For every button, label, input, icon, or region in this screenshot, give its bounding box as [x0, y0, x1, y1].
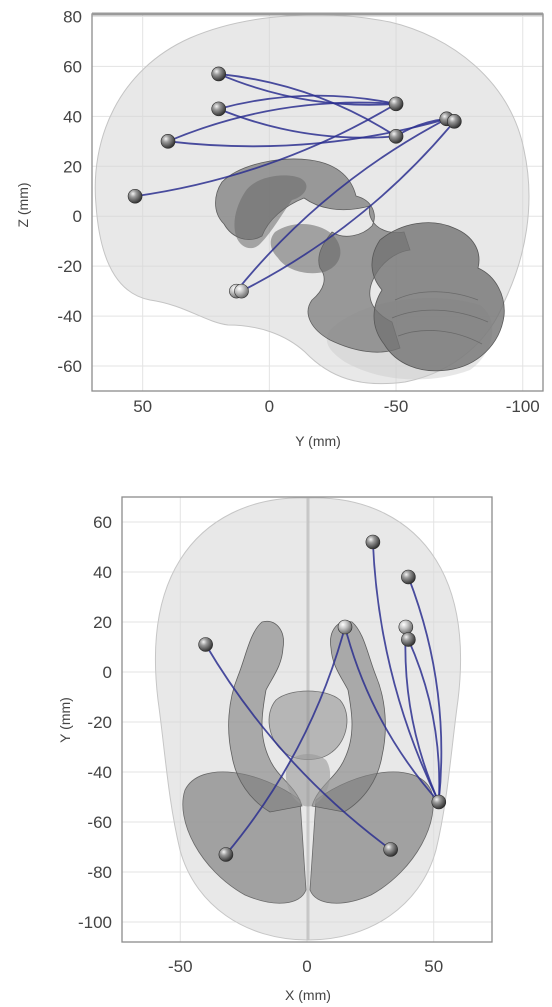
axial-connection-line	[407, 638, 441, 803]
sagittal-y-tick-label: 0	[73, 207, 82, 226]
sagittal-node-sphere	[447, 114, 462, 129]
axial-y-tick-label: -100	[78, 913, 112, 932]
axial-node-sphere	[365, 534, 381, 550]
sagittal-ticks: 50 0 -50 -100 80 60 40 20 0 -20 -40 -60	[57, 7, 539, 416]
sagittal-connections	[134, 73, 456, 293]
axial-x-axis-label: X (mm)	[285, 987, 331, 1003]
sagittal-y-tick-label: 20	[63, 157, 82, 176]
sagittal-y-tick-label: 60	[63, 57, 82, 76]
sagittal-y-tick-label: 40	[63, 107, 82, 126]
sagittal-node-sphere	[388, 129, 404, 144]
sagittal-connection-line	[217, 94, 397, 110]
axial-y-tick-label: -80	[87, 863, 112, 882]
sagittal-x-axis-label: Y (mm)	[295, 433, 341, 449]
axial-panel: -50 0 50 60 40 20 0 -20 -40 -60 -80 -100 X (mm) Y (…	[57, 496, 493, 1003]
sagittal-connection-line	[217, 73, 397, 138]
sagittal-thalamus	[270, 223, 341, 274]
sagittal-panel: 50 0 -50 -100 80 60 40 20 0 -20 -40 -60 Y (mm) Z (m…	[15, 7, 544, 449]
sagittal-x-tick-label: -50	[384, 397, 409, 416]
axial-node-sphere	[431, 794, 447, 810]
sagittal-nodes	[127, 66, 462, 299]
sagittal-x-tick-label: 0	[265, 397, 274, 416]
axial-y-tick-label: 0	[103, 663, 112, 682]
sagittal-caudate	[234, 175, 307, 249]
axial-node-sphere	[198, 637, 213, 652]
sagittal-node-sphere	[234, 283, 249, 299]
axial-nodes	[198, 534, 447, 862]
axial-x-tick-label: 0	[302, 957, 311, 976]
sagittal-node-sphere	[127, 188, 143, 204]
sagittal-connection-line	[167, 101, 397, 143]
axial-x-tick-label: 50	[424, 957, 443, 976]
axial-y-tick-label: 20	[93, 613, 112, 632]
axial-connection-line	[404, 626, 440, 803]
sagittal-connection-line	[217, 107, 397, 139]
axial-node-sphere	[401, 632, 416, 647]
sagittal-y-tick-label: -60	[57, 357, 82, 376]
sagittal-y-axis-label: Z (mm)	[15, 182, 31, 227]
axial-node-sphere	[218, 847, 234, 862]
axial-y-axis-label: Y (mm)	[57, 697, 73, 743]
axial-y-tick-label: 40	[93, 563, 112, 582]
sagittal-connection-line	[240, 120, 456, 293]
sagittal-connection-line	[217, 73, 397, 106]
sagittal-y-tick-label: -20	[57, 257, 82, 276]
axial-connection-line	[344, 626, 440, 803]
sagittal-node-sphere	[388, 96, 404, 112]
axial-connection-line	[371, 541, 440, 803]
sagittal-x-tick-label: -100	[506, 397, 540, 416]
axial-node-sphere	[398, 619, 414, 635]
axial-node-sphere	[337, 619, 353, 635]
axial-node-sphere	[383, 842, 398, 857]
axial-connection-line	[204, 643, 392, 851]
sagittal-node-sphere	[211, 101, 226, 117]
axial-y-tick-label: 60	[93, 513, 112, 532]
sagittal-y-tick-label: -40	[57, 307, 82, 326]
axial-connections	[204, 541, 443, 856]
axial-y-tick-label: -60	[87, 813, 112, 832]
axial-y-tick-label: -40	[87, 763, 112, 782]
axial-ticks: -50 0 50 60 40 20 0 -20 -40 -60 -80 -100	[78, 513, 443, 976]
axial-frame	[121, 496, 493, 943]
axial-connection-line	[225, 626, 346, 856]
sagittal-node-sphere	[160, 134, 176, 149]
axial-node-sphere	[401, 569, 416, 585]
sagittal-connection-line	[134, 102, 397, 198]
sagittal-y-tick-label: 80	[63, 7, 82, 26]
axial-x-tick-label: -50	[168, 957, 193, 976]
sagittal-node-sphere	[211, 66, 226, 82]
axial-connection-line	[407, 576, 443, 803]
sagittal-connection-line	[235, 117, 448, 293]
axial-y-tick-label: -20	[87, 713, 112, 732]
sagittal-cerebellum-folia	[391, 291, 489, 345]
sagittal-x-tick-label: 50	[133, 397, 152, 416]
